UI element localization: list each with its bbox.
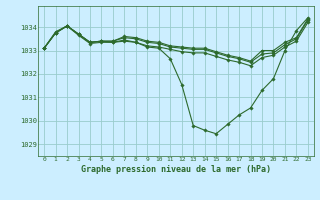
X-axis label: Graphe pression niveau de la mer (hPa): Graphe pression niveau de la mer (hPa) — [81, 165, 271, 174]
